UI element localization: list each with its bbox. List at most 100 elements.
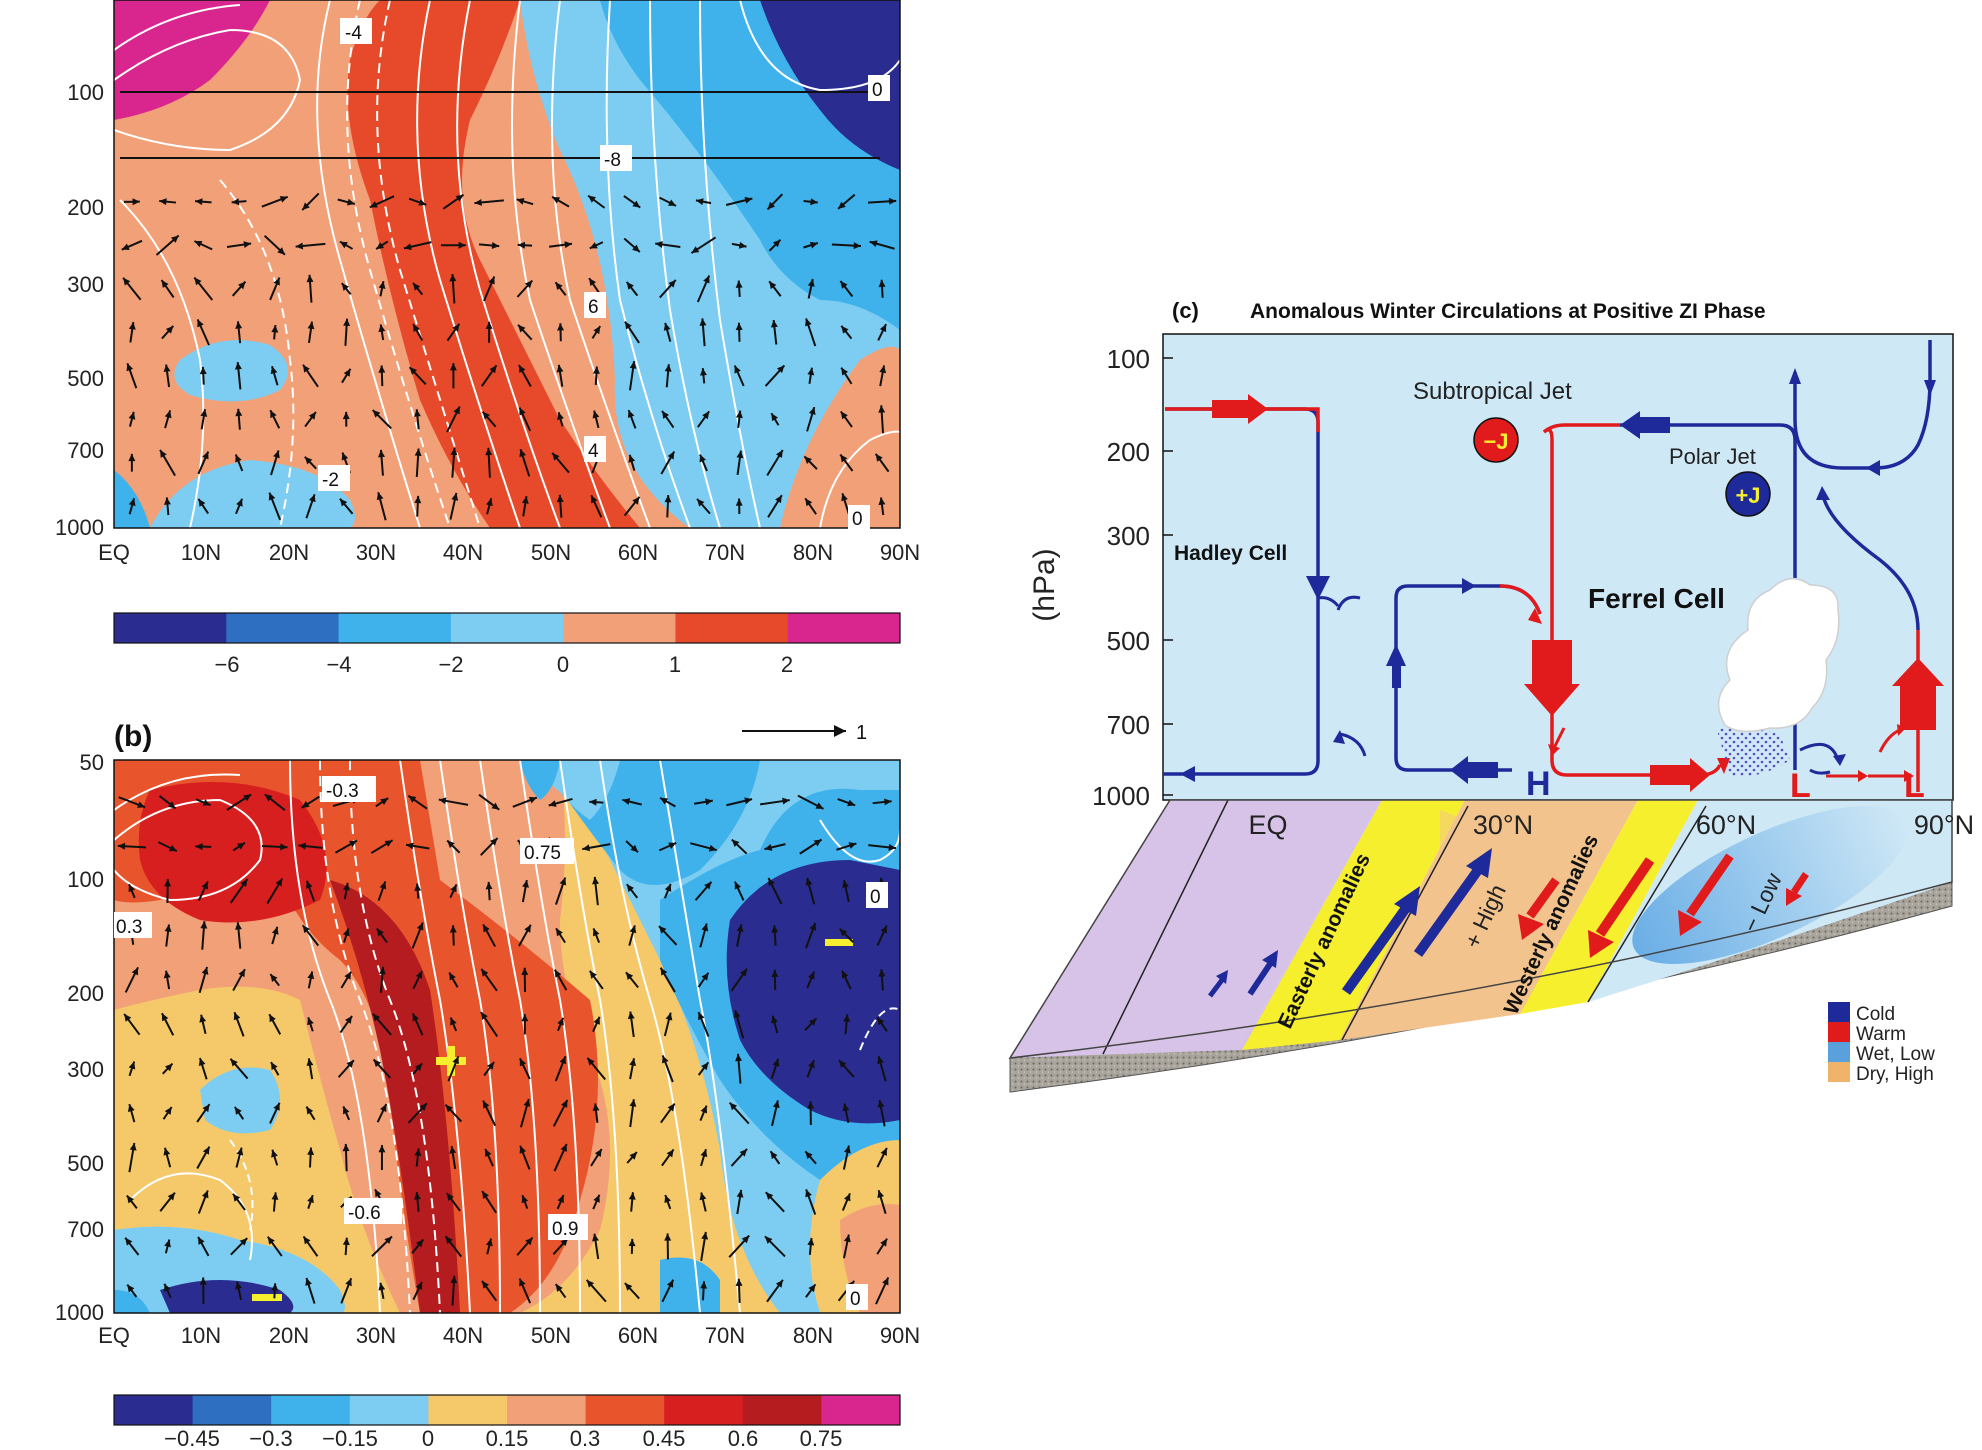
y-tick-label: 50: [80, 750, 104, 775]
panel-a-field: [114, 0, 900, 528]
x-tick-label: 90N: [880, 1323, 920, 1348]
x-tick-label: 70N: [705, 1323, 745, 1348]
x-tick-label: EQ: [98, 1323, 130, 1348]
panel-c-circulation: [1163, 340, 1944, 792]
x-tick-label: 50N: [531, 1323, 571, 1348]
panel-c-legend: Cold Warm Wet, Low Dry, High: [1828, 1002, 1935, 1085]
x-tick-label: 30N: [356, 1323, 396, 1348]
legend-swatch: [1828, 1062, 1850, 1082]
x-tick-label: 60N: [618, 540, 658, 565]
colorbar-swatch: [114, 613, 227, 643]
legend-swatch: [1828, 1042, 1850, 1062]
colorbar-swatch: [271, 1395, 351, 1425]
contour-label: 0: [872, 80, 883, 101]
panel-a-x-ticks: EQ 10N 20N 30N 40N 50N 60N 70N 80N 90N: [98, 540, 920, 565]
colorbar-swatch: [821, 1395, 901, 1425]
low-pressure-marker: L: [1904, 767, 1925, 805]
x-tick-label: 80N: [793, 1323, 833, 1348]
colorbar-swatch: [742, 1395, 822, 1425]
x-tick-label: 40N: [443, 540, 483, 565]
contour-label: 4: [588, 441, 599, 462]
polar-jet-marker: +J: [1725, 471, 1771, 517]
legend-label: Warm: [1856, 1024, 1906, 1045]
colorbar-swatch: [226, 613, 340, 643]
panel-b-colorbar: −0.45 −0.3 −0.15 0 0.15 0.3 0.45 0.6 0.7…: [113, 1394, 901, 1450]
ferrel-cell-label: Ferrel Cell: [1588, 583, 1725, 614]
contour-label: -2: [322, 470, 339, 491]
panel-a-y-ticks: 100 200 300 500 700 1000: [55, 80, 104, 540]
contour-label: 0: [852, 509, 863, 530]
panel-b-y-ticks: 50 100 200 300 500 700 1000: [55, 750, 104, 1325]
y-tick-label: 1000: [55, 515, 104, 540]
polar-jet-label: Polar Jet: [1669, 444, 1756, 469]
y-tick-label: 500: [67, 366, 104, 391]
legend-label: Wet, Low: [1856, 1044, 1935, 1065]
y-tick-label: 700: [67, 438, 104, 463]
colorbar-tick-label: 1: [669, 652, 681, 677]
colorbar-tick-label: −0.3: [249, 1426, 292, 1450]
polar-jet-sign: +J: [1735, 483, 1760, 508]
colorbar-swatch: [585, 1395, 665, 1425]
panel-c-y-ticks: 100 200 300 500 700 1000: [1092, 344, 1173, 811]
panel-c-x-ticks: EQ 30°N 60°N 90°N: [1248, 810, 1974, 840]
panel-b-field: [114, 760, 900, 1313]
colorbar-swatch: [450, 613, 564, 643]
x-tick-label: 90°N: [1914, 810, 1974, 840]
y-tick-label: 100: [67, 867, 104, 892]
x-tick-label: 40N: [443, 1323, 483, 1348]
y-tick-label: 500: [1107, 626, 1150, 656]
reference-vector-label: 1: [856, 722, 867, 744]
colorbar-tick-label: 0.45: [643, 1426, 686, 1450]
panel-b: (b) 1: [55, 720, 920, 1450]
panel-c: (c) Anomalous Winter Circulations at Pos…: [1008, 298, 1974, 1093]
x-tick-label: 70N: [705, 540, 745, 565]
hadley-cell-label: Hadley Cell: [1174, 542, 1287, 565]
y-tick-label: 300: [67, 1057, 104, 1082]
colorbar-tick-label: 0: [422, 1426, 434, 1450]
colorbar-swatch: [338, 613, 452, 643]
y-tick-label: 200: [67, 981, 104, 1006]
x-tick-label: 20N: [269, 1323, 309, 1348]
colorbar-tick-label: 0: [557, 652, 569, 677]
y-tick-label: 300: [67, 272, 104, 297]
low-pressure-marker: L: [1790, 767, 1811, 805]
y-tick-label: 100: [1107, 344, 1150, 374]
colorbar-tick-label: −6: [214, 652, 239, 677]
legend-label: Dry, High: [1856, 1064, 1934, 1085]
y-tick-label: 200: [67, 195, 104, 220]
surface-wind-arrows: [1208, 848, 1809, 998]
y-tick-label: 1000: [1092, 781, 1150, 811]
x-tick-label: EQ: [98, 540, 130, 565]
y-tick-label: 200: [1107, 437, 1150, 467]
y-tick-label: 700: [67, 1217, 104, 1242]
x-tick-label: 10N: [181, 540, 221, 565]
colorbar-swatch: [507, 1395, 587, 1425]
x-tick-label: 10N: [181, 1323, 221, 1348]
panel-c-plot-area: [1162, 333, 1954, 801]
colorbar-tick-label: 2: [781, 652, 793, 677]
colorbar-swatch: [349, 1395, 429, 1425]
colorbar-swatch: [664, 1395, 744, 1425]
x-tick-label: 20N: [269, 540, 309, 565]
legend-label: Cold: [1856, 1004, 1895, 1025]
contour-label: -8: [604, 150, 621, 171]
subtropical-jet-sign: −J: [1483, 429, 1508, 454]
legend-swatch: [1828, 1022, 1850, 1042]
contour-label: 0: [850, 1289, 861, 1310]
wind-vector-field: [121, 192, 897, 521]
panel-b-x-ticks: EQ 10N 20N 30N 40N 50N 60N 70N 80N 90N: [98, 1323, 920, 1348]
y-tick-label: 100: [67, 80, 104, 105]
colorbar-swatch: [192, 1395, 272, 1425]
contour-label: -0.3: [326, 781, 359, 802]
legend-swatch: [1828, 1002, 1850, 1022]
x-tick-label: 90N: [880, 540, 920, 565]
panel-c-label: (c): [1172, 298, 1199, 323]
panel-a-colorbar: −6 −4 −2 0 1 2: [113, 612, 901, 677]
y-tick-label: 1000: [55, 1300, 104, 1325]
x-tick-label: 50N: [531, 540, 571, 565]
panel-c-title: Anomalous Winter Circulations at Positiv…: [1250, 300, 1766, 323]
x-tick-label: 60°N: [1696, 810, 1756, 840]
subtropical-jet-marker: −J: [1473, 417, 1519, 463]
colorbar-tick-label: −4: [326, 652, 351, 677]
